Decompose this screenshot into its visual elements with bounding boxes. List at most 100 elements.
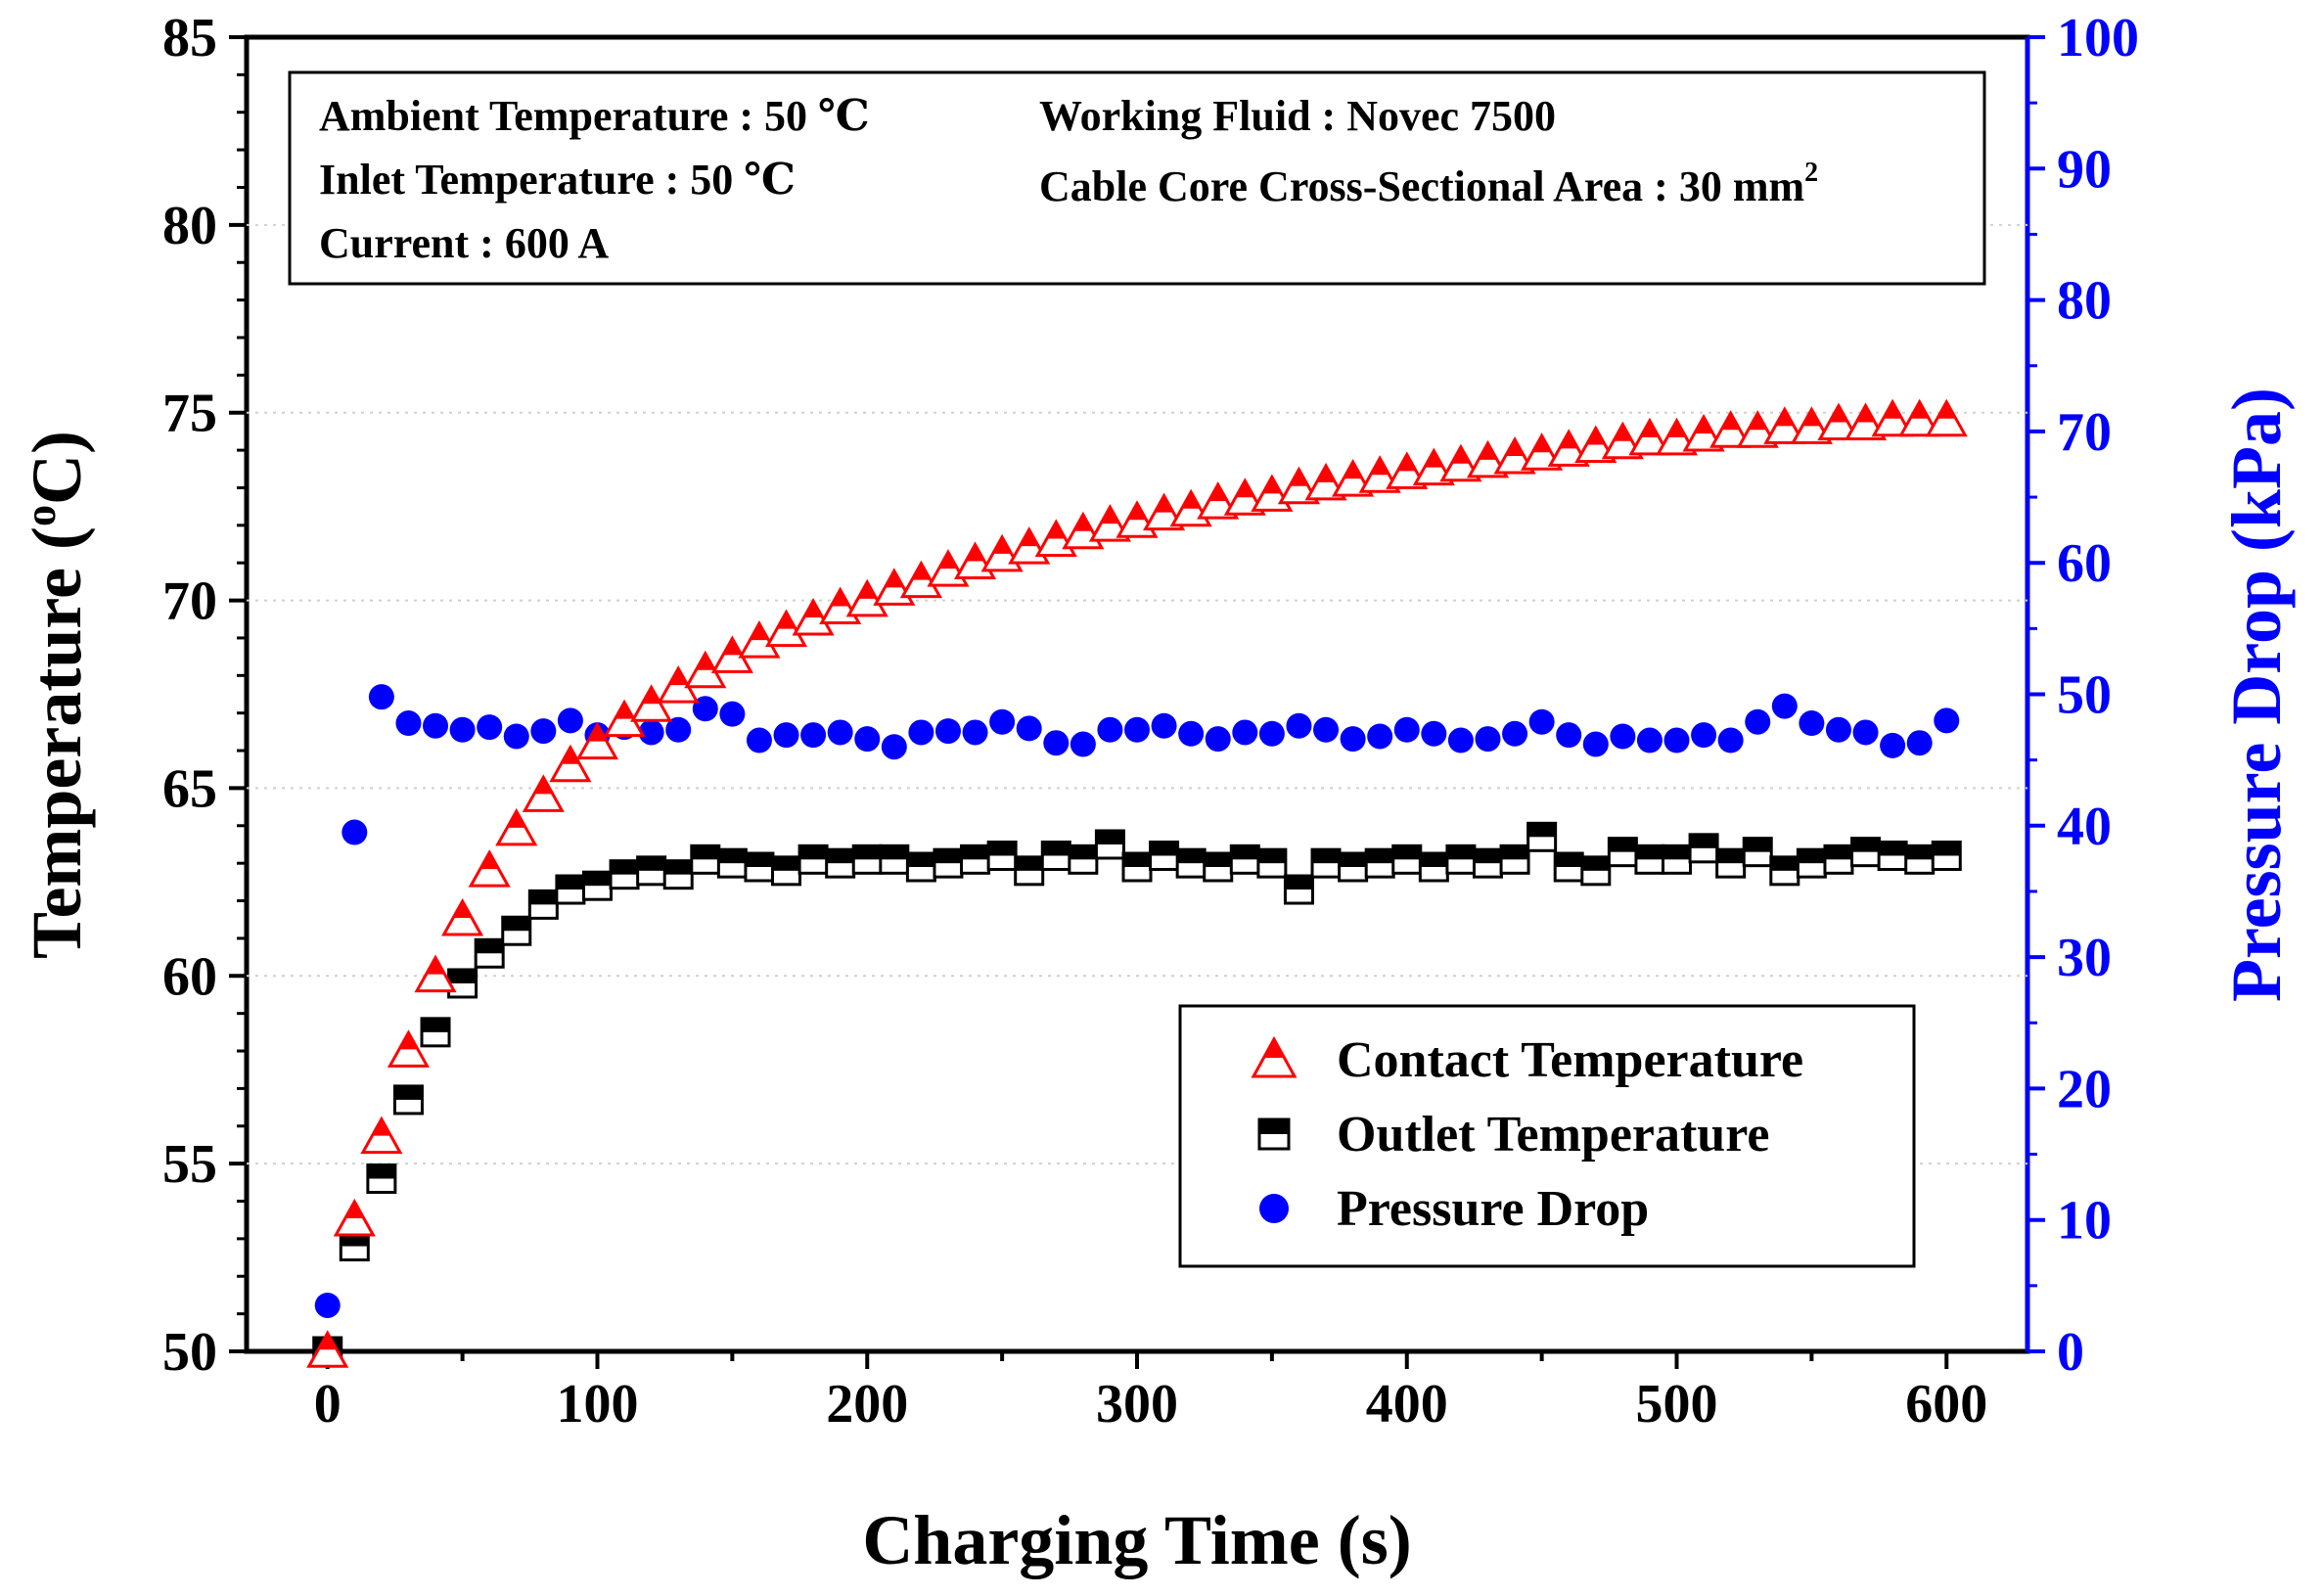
outlet-temperature-point-fill [880, 845, 908, 860]
pressure-drop-point [1745, 708, 1771, 735]
pressure-drop-point [1610, 723, 1636, 750]
series-pressure-drop [314, 684, 1960, 1318]
pressure-drop-point [719, 701, 746, 727]
pressure-drop-point [1178, 720, 1205, 747]
x-axis-title: Charging Time (s) [862, 1501, 1411, 1579]
pressure-drop-point [881, 734, 907, 760]
outlet-temperature-point-fill [583, 872, 612, 887]
contact-temperature-point-fill [1344, 462, 1363, 479]
contact-temperature-point-fill [938, 552, 958, 570]
outlet-temperature-point-fill [1933, 842, 1961, 856]
y-left-axis-ticks: 50 55 60 65 70 75 80 85 [162, 8, 247, 1383]
outlet-temperature-point-fill [1555, 853, 1583, 868]
pressure-drop-point [1475, 726, 1501, 752]
pressure-drop-point [314, 1292, 341, 1318]
outlet-temperature-point-fill [799, 845, 828, 860]
pressure-drop-point [530, 718, 557, 745]
y-right-tick-label: 70 [2057, 402, 2112, 463]
contact-temperature-point-fill [615, 702, 634, 719]
contact-temperature-point-fill [750, 623, 769, 641]
outlet-temperature-point-fill [1609, 838, 1637, 852]
info-box [288, 70, 1986, 286]
outlet-temperature-point-fill [718, 849, 747, 864]
x-tick-label: 200 [826, 1374, 908, 1435]
legend-contact-marker-fill [1263, 1039, 1285, 1058]
contact-temperature-point-fill [1262, 477, 1282, 494]
pressure-drop-point [1286, 712, 1312, 739]
annotation-cable: Cable Core Cross-Sectional Area : 30 mm2 [1039, 158, 1818, 210]
contact-temperature-point-fill [642, 687, 661, 705]
contact-temperature-point-fill [426, 957, 445, 975]
contact-temperature-point-fill [1020, 529, 1039, 547]
contact-temperature-point-fill [1559, 432, 1578, 449]
contact-temperature-point-fill [668, 668, 688, 686]
pressure-drop-point [1663, 727, 1690, 753]
contact-temperature-point-fill [1586, 428, 1606, 445]
contact-temperature-point-fill [696, 653, 715, 670]
outlet-temperature-point-fill [826, 849, 854, 864]
outlet-temperature-point-fill [1042, 842, 1070, 856]
y-left-axis-title-text: Temperature ( [18, 526, 96, 959]
legend-outlet-marker-fill [1259, 1119, 1289, 1134]
x-tick-label: 500 [1636, 1374, 1718, 1435]
pressure-drop-point [1934, 707, 1960, 734]
contact-temperature-point-fill [1235, 480, 1254, 498]
pressure-drop-point [1340, 726, 1366, 752]
contact-temperature-point-fill [1640, 420, 1660, 437]
pressure-drop-point [1124, 716, 1150, 743]
pressure-drop-point [1205, 726, 1231, 752]
legend-outlet-label: Outlet Temperature [1337, 1107, 1769, 1163]
pressure-drop-point [423, 712, 449, 739]
pressure-drop-point [1043, 730, 1070, 756]
outlet-temperature-point-fill [1177, 849, 1206, 864]
outlet-temperature-point-fill [934, 849, 962, 864]
x-tick-label: 100 [556, 1374, 638, 1435]
contact-temperature-point-fill [1667, 420, 1687, 437]
y-left-tick-label: 65 [162, 758, 217, 819]
contact-temperature-point-fill [1208, 484, 1228, 502]
contact-temperature-point-fill [587, 724, 607, 742]
pressure-drop-point [773, 722, 799, 749]
y-left-axis-title-sup: o [17, 505, 65, 526]
contact-temperature-point-fill [533, 777, 553, 795]
pressure-drop-point [638, 719, 664, 746]
outlet-temperature-point-fill [1366, 849, 1394, 864]
outlet-temperature-point-fill [1096, 830, 1124, 844]
y-left-tick-label: 80 [162, 196, 217, 256]
pressure-drop-point [1151, 712, 1177, 739]
pressure-drop-point [1691, 722, 1717, 749]
pressure-drop-point [1582, 731, 1609, 757]
legend-box [1178, 1004, 1916, 1268]
contact-temperature-point-fill [722, 638, 742, 656]
contact-temperature-point-fill [507, 810, 526, 828]
outlet-temperature-point-fill [1285, 876, 1313, 890]
pressure-drop-point [1016, 715, 1042, 742]
outlet-temperature-point-fill [1069, 845, 1097, 860]
y-right-tick-label: 30 [2057, 928, 2112, 988]
contact-temperature-point-fill [1100, 507, 1119, 524]
outlet-temperature-point-fill [367, 1164, 395, 1179]
annotation-fluid: Working Fluid : Novec 7500 [1039, 92, 1556, 140]
contact-temperature-point-fill [1532, 435, 1552, 453]
contact-temperature-point-fill [885, 570, 904, 588]
contact-temperature-point-fill [966, 544, 985, 562]
contact-temperature-point-fill [1424, 450, 1443, 468]
y-right-tick-label: 10 [2057, 1191, 2112, 1252]
outlet-temperature-point-fill [772, 856, 800, 871]
x-tick-label: 300 [1096, 1374, 1178, 1435]
outlet-temperature-point-fill [853, 845, 882, 860]
outlet-temperature-point-fill [1744, 838, 1772, 852]
outlet-temperature-point-fill [691, 845, 719, 860]
outlet-temperature-point-fill [1312, 849, 1341, 864]
contact-temperature-point-fill [1046, 522, 1066, 539]
contact-temperature-point-fill [1801, 409, 1821, 427]
outlet-temperature-point-fill [556, 876, 584, 890]
legend-contact-label: Contact Temperature [1337, 1032, 1803, 1088]
pressure-drop-point [934, 718, 961, 745]
pressure-drop-point [854, 726, 881, 752]
y-left-tick-label: 50 [162, 1322, 217, 1383]
pressure-drop-point [827, 719, 853, 746]
contact-temperature-point-fill [1289, 469, 1308, 486]
pressure-drop-point [1717, 727, 1744, 753]
